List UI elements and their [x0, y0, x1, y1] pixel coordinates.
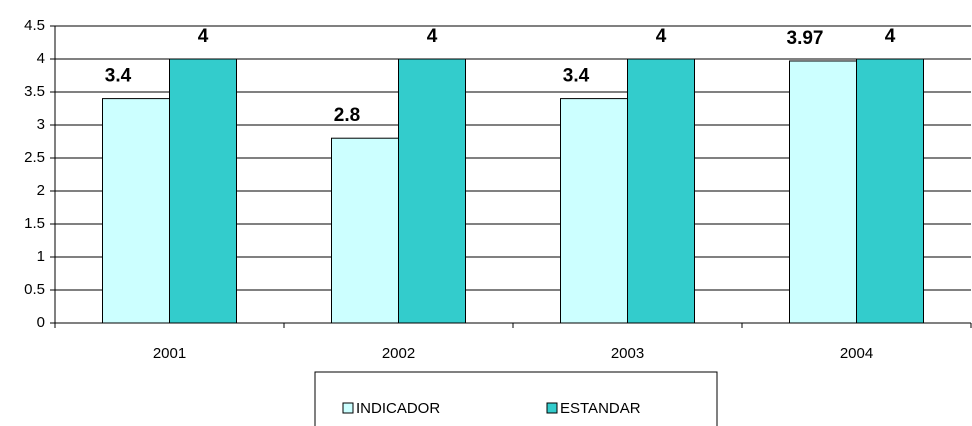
bar	[856, 58, 924, 324]
y-tick-label: 4	[37, 50, 45, 67]
value-label: 4	[885, 26, 896, 47]
value-label: 2.8	[334, 105, 360, 126]
value-label: 4	[427, 26, 438, 47]
y-tick-label: 3	[37, 116, 45, 133]
value-label: 3.97	[787, 28, 824, 49]
y-tick-label: 1	[37, 248, 45, 265]
x-tick-label: 2003	[611, 345, 644, 362]
bar	[169, 58, 237, 324]
legend-swatch	[342, 402, 354, 414]
y-tick-label: 0	[37, 314, 45, 331]
legend: INDICADOR ESTANDAR	[314, 371, 718, 426]
legend-swatch	[546, 402, 558, 414]
y-tick-label: 3.5	[24, 83, 45, 100]
legend-box	[314, 371, 718, 426]
y-tick-label: 4.5	[24, 17, 45, 34]
y-tick-label: 1.5	[24, 215, 45, 232]
bar	[627, 58, 695, 324]
bar	[331, 137, 399, 324]
y-tick-label: 0.5	[24, 281, 45, 298]
y-tick-label: 2	[37, 182, 45, 199]
legend-label: INDICADOR	[356, 400, 440, 417]
x-tick-label: 2002	[382, 345, 415, 362]
bar	[398, 58, 466, 324]
legend-label: ESTANDAR	[560, 400, 641, 417]
value-label: 4	[656, 26, 667, 47]
y-tick-label: 2.5	[24, 149, 45, 166]
bar	[789, 60, 857, 324]
x-tick-label: 2004	[840, 345, 873, 362]
x-tick-label: 2001	[153, 345, 186, 362]
value-label: 4	[198, 26, 209, 47]
value-label: 3.4	[563, 66, 590, 87]
bar	[560, 98, 628, 324]
value-label: 3.4	[105, 66, 132, 87]
bar	[102, 98, 170, 324]
